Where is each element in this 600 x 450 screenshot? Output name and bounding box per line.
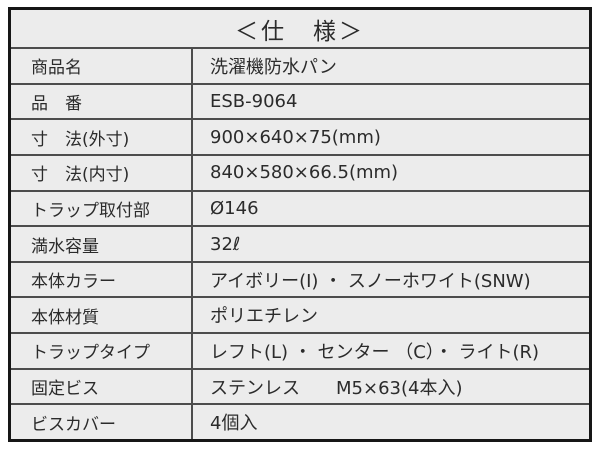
table-row: トラップタイプ レフト(L) ・ センター （C）・ ライト(R) bbox=[11, 334, 589, 370]
spec-value: ESB-9064 bbox=[210, 90, 298, 112]
spec-label: トラップ取付部 bbox=[11, 191, 193, 226]
spec-label: 本体材質 bbox=[11, 298, 193, 333]
spec-label: 寸 法(内寸) bbox=[11, 155, 193, 190]
table-row: トラップ取付部 Ø146 bbox=[11, 191, 589, 228]
table-row: 満水容量 32ℓ bbox=[11, 227, 589, 263]
spec-value: 4個入 bbox=[210, 413, 258, 435]
table-row: 寸 法(外寸) 900×640×75(mm) bbox=[11, 120, 589, 156]
spec-value: レフト(L) ・ センター （C）・ ライト(R) bbox=[210, 341, 540, 363]
spec-value: 840×580×66.5(mm) bbox=[210, 162, 399, 184]
table-row: 本体カラー アイボリー(I) ・ スノーホワイト(SNW) bbox=[11, 262, 589, 299]
spec-label: ビスカバー bbox=[11, 405, 193, 440]
spec-label: 寸 法(外寸) bbox=[11, 120, 193, 154]
spec-table-rows: 商品名 洗濯機防水パン 品 番 ESB-9064 寸 法(外寸) 900×640… bbox=[11, 49, 589, 440]
spec-value: ポリエチレン bbox=[210, 306, 318, 328]
table-row: 固定ビス ステンレス M5×63(4本入) bbox=[11, 369, 589, 406]
spec-value: 32ℓ bbox=[210, 233, 241, 255]
spec-value: Ø146 bbox=[210, 197, 259, 219]
spec-table: ＜仕 様＞ 商品名 洗濯機防水パン 品 番 ESB-9064 寸 法(外寸) 9… bbox=[8, 7, 592, 442]
spec-value: ステンレス M5×63(4本入) bbox=[210, 377, 463, 399]
spec-label: 満水容量 bbox=[11, 227, 193, 261]
table-row: 寸 法(内寸) 840×580×66.5(mm) bbox=[11, 155, 589, 192]
spec-label: トラップタイプ bbox=[11, 334, 193, 368]
spec-value: 900×640×75(mm) bbox=[210, 126, 381, 148]
spec-label: 品 番 bbox=[11, 84, 193, 119]
spec-value: 洗濯機防水パン bbox=[210, 56, 337, 78]
spec-table-title: ＜仕 様＞ bbox=[11, 10, 589, 49]
spec-label: 固定ビス bbox=[11, 369, 193, 404]
spec-value: アイボリー(I) ・ スノーホワイト(SNW) bbox=[210, 270, 531, 292]
spec-label: 商品名 bbox=[11, 49, 193, 83]
table-row: ビスカバー 4個入 bbox=[11, 405, 589, 440]
table-row: 品 番 ESB-9064 bbox=[11, 84, 589, 121]
table-row: 本体材質 ポリエチレン bbox=[11, 298, 589, 335]
table-row: 商品名 洗濯機防水パン bbox=[11, 49, 589, 85]
spec-label: 本体カラー bbox=[11, 262, 193, 297]
